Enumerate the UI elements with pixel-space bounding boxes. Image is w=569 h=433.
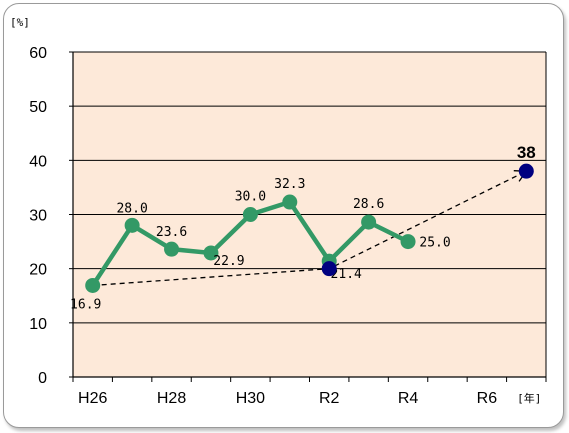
y-tick-label: 20 <box>29 262 47 279</box>
y-tick-labels: 0 10 20 30 40 50 60 <box>29 45 47 387</box>
data-label: 28.0 <box>116 201 147 216</box>
x-tick-label: R2 <box>319 390 340 407</box>
target-marker <box>321 261 337 277</box>
x-tick-label: H26 <box>78 390 107 407</box>
y-tick-label: 30 <box>29 208 47 225</box>
data-point <box>124 217 140 233</box>
axes <box>69 51 547 382</box>
x-tick-label: R4 <box>398 390 419 407</box>
data-label: 30.0 <box>235 190 266 205</box>
x-tick-label: H30 <box>236 390 265 407</box>
data-point <box>85 277 101 293</box>
data-label: 16.9 <box>70 297 101 312</box>
y-tick-label: 60 <box>29 45 47 62</box>
data-series: 16.9 28.0 23.6 22.9 30.0 32.3 21.4 28.6 25.0 <box>70 177 451 312</box>
data-label: 32.3 <box>274 177 305 192</box>
data-label: 28.6 <box>353 197 384 212</box>
y-tick-label: 0 <box>38 370 47 387</box>
x-unit-label: [年] <box>517 391 541 405</box>
x-tick-labels: H26 H28 H30 R2 R4 R6 <box>78 390 497 407</box>
data-point <box>400 234 416 250</box>
y-unit-label: [%] <box>10 16 30 29</box>
target-marker <box>518 163 534 179</box>
target-label: 38 <box>517 143 536 162</box>
x-tick-label: R6 <box>477 390 498 407</box>
y-tick-label: 10 <box>29 316 47 333</box>
gridlines <box>73 51 546 324</box>
target-markers: 38 <box>321 143 536 277</box>
data-point <box>203 245 219 261</box>
data-label: 21.4 <box>331 267 362 282</box>
data-point <box>242 207 258 222</box>
data-label: 22.9 <box>213 254 244 269</box>
data-point <box>361 214 377 230</box>
y-tick-label: 40 <box>29 153 47 170</box>
data-point <box>164 241 180 257</box>
data-label: 25.0 <box>419 236 450 251</box>
y-tick-label: 50 <box>29 99 47 116</box>
x-tick-label: H28 <box>157 390 186 407</box>
data-point <box>282 194 298 210</box>
data-label: 23.6 <box>156 225 187 240</box>
